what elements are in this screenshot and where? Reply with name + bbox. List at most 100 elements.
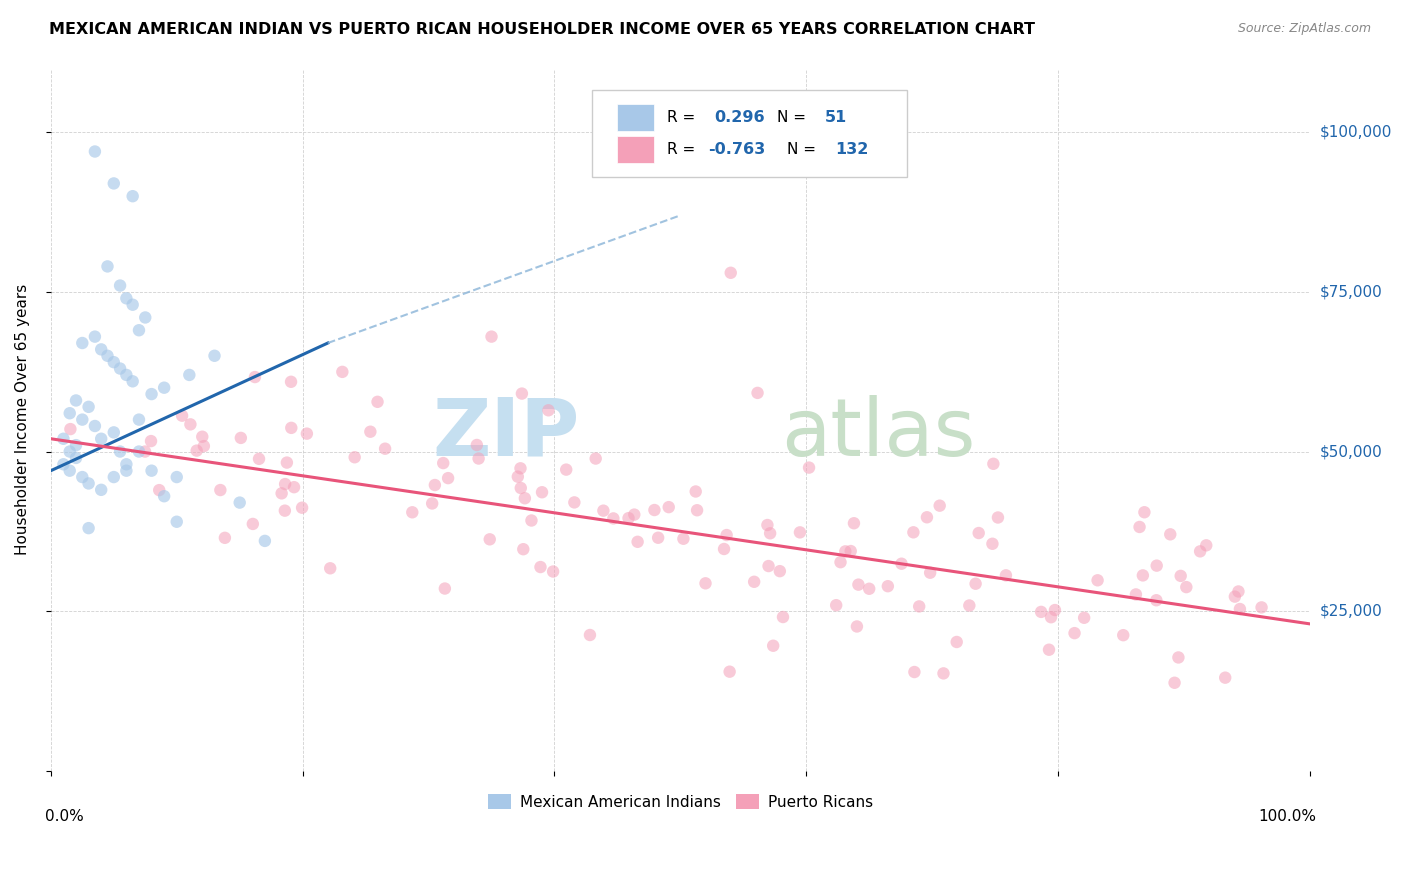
- Point: [531, 485, 554, 500]
- Point: [834, 544, 856, 558]
- Point: [908, 599, 931, 614]
- Point: [647, 531, 669, 545]
- Y-axis label: Householder Income Over 65 years: Householder Income Over 65 years: [15, 284, 30, 555]
- Point: [153, 489, 176, 503]
- FancyBboxPatch shape: [592, 89, 907, 178]
- Point: [716, 528, 738, 542]
- Point: [1128, 520, 1150, 534]
- Point: [643, 503, 665, 517]
- Point: [134, 310, 156, 325]
- Point: [759, 526, 782, 541]
- Point: [72, 412, 94, 426]
- Point: [555, 462, 578, 476]
- Point: [1043, 603, 1066, 617]
- Point: [420, 496, 443, 510]
- Point: [83, 329, 105, 343]
- Point: [228, 495, 250, 509]
- Point: [932, 666, 955, 681]
- Point: [1167, 650, 1189, 665]
- Point: [1029, 605, 1052, 619]
- Point: [367, 394, 389, 409]
- Point: [90, 483, 112, 497]
- Point: [957, 599, 980, 613]
- Point: [153, 381, 176, 395]
- Point: [77, 521, 100, 535]
- Point: [585, 451, 607, 466]
- Point: [166, 470, 188, 484]
- Point: [720, 266, 742, 280]
- Point: [253, 533, 276, 548]
- Text: N =: N =: [778, 110, 806, 125]
- Point: [756, 518, 779, 533]
- Point: [845, 619, 868, 633]
- Point: [374, 442, 396, 456]
- Point: [512, 542, 534, 557]
- Point: [658, 500, 681, 515]
- Point: [103, 177, 125, 191]
- Text: R =: R =: [666, 142, 695, 157]
- Point: [509, 461, 531, 475]
- Point: [825, 598, 848, 612]
- Point: [506, 469, 529, 483]
- Point: [945, 635, 967, 649]
- Point: [928, 499, 950, 513]
- Point: [981, 537, 1004, 551]
- Point: [283, 480, 305, 494]
- Point: [1189, 544, 1212, 558]
- Point: [520, 514, 543, 528]
- Point: [686, 503, 709, 517]
- Point: [1133, 505, 1156, 519]
- Point: [103, 425, 125, 440]
- Point: [96, 260, 118, 274]
- Point: [541, 565, 564, 579]
- Point: [758, 559, 780, 574]
- Point: [128, 323, 150, 337]
- Point: [359, 425, 381, 439]
- Point: [1223, 590, 1246, 604]
- Point: [274, 477, 297, 491]
- Point: [1175, 580, 1198, 594]
- Point: [77, 400, 100, 414]
- Point: [537, 403, 560, 417]
- Point: [108, 361, 131, 376]
- Point: [128, 412, 150, 426]
- Point: [1040, 610, 1063, 624]
- Point: [478, 533, 501, 547]
- Point: [1146, 558, 1168, 573]
- Point: [280, 421, 302, 435]
- Point: [193, 439, 215, 453]
- Point: [1213, 671, 1236, 685]
- Point: [1159, 527, 1181, 541]
- Point: [1038, 642, 1060, 657]
- Point: [579, 628, 602, 642]
- Text: N =: N =: [787, 142, 817, 157]
- FancyBboxPatch shape: [617, 136, 654, 163]
- Point: [83, 419, 105, 434]
- Point: [747, 385, 769, 400]
- Point: [437, 471, 460, 485]
- Text: Source: ZipAtlas.com: Source: ZipAtlas.com: [1237, 22, 1371, 36]
- Point: [319, 561, 342, 575]
- Point: [510, 386, 533, 401]
- Point: [713, 541, 735, 556]
- Point: [1250, 600, 1272, 615]
- Point: [59, 406, 82, 420]
- Point: [1170, 569, 1192, 583]
- Text: 0.0%: 0.0%: [45, 809, 83, 824]
- Point: [987, 510, 1010, 524]
- Point: [229, 431, 252, 445]
- Point: [90, 343, 112, 357]
- Point: [191, 430, 214, 444]
- Point: [564, 495, 586, 509]
- Point: [166, 515, 188, 529]
- Point: [179, 417, 201, 432]
- Point: [242, 516, 264, 531]
- Point: [1229, 602, 1251, 616]
- Point: [742, 574, 765, 589]
- Point: [121, 298, 143, 312]
- Text: $25,000: $25,000: [1320, 604, 1382, 619]
- Point: [295, 426, 318, 441]
- Point: [59, 444, 82, 458]
- Point: [108, 278, 131, 293]
- Point: [121, 189, 143, 203]
